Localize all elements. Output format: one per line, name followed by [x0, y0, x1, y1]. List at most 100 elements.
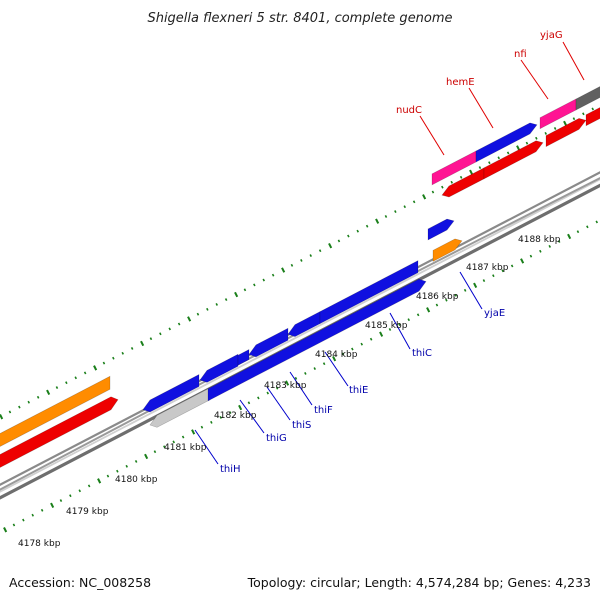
tick-lower — [482, 279, 486, 283]
tick-lower — [492, 274, 495, 278]
scale-ticks — [0, 107, 598, 533]
scale-label: 4184 kbp — [315, 350, 358, 360]
tick-upper — [441, 185, 444, 189]
tick-lower — [435, 303, 439, 307]
tick-upper — [478, 166, 482, 170]
tick-lower — [388, 328, 392, 331]
gene-label-leader — [194, 429, 219, 465]
scale-label: 4182 kbp — [214, 411, 257, 421]
tick-upper — [394, 210, 397, 214]
tick-lower — [398, 323, 401, 327]
tick-upper — [431, 190, 435, 194]
tick-upper — [234, 291, 239, 298]
tick-upper — [375, 218, 380, 224]
tick-upper — [262, 278, 265, 282]
tick-lower — [285, 380, 290, 386]
tick-lower — [153, 450, 157, 454]
scale-label: 4183 kbp — [264, 381, 307, 391]
gene-label-leader — [520, 59, 549, 100]
tick-lower — [266, 391, 269, 395]
tick-lower — [576, 230, 580, 234]
tick-lower — [163, 445, 166, 449]
gene-label-thiF: thiF — [314, 405, 333, 416]
tick-lower — [50, 502, 55, 509]
gene-yjaG — [575, 86, 600, 111]
tick-upper — [535, 136, 538, 140]
gene-red-a — [441, 167, 485, 198]
tick-lower — [116, 469, 119, 473]
tick-lower — [219, 416, 222, 419]
tick-upper — [177, 322, 181, 326]
tick-upper — [46, 389, 51, 396]
tick-upper — [525, 141, 529, 145]
tick-lower — [134, 460, 138, 463]
map-title: Shigella flexneri 5 str. 8401, complete … — [147, 11, 452, 26]
tick-lower — [172, 440, 175, 444]
gene-label-yjaE: yjaE — [484, 308, 505, 319]
tick-lower — [548, 244, 551, 248]
tick-lower — [557, 240, 561, 243]
tick-upper — [140, 340, 145, 347]
gene-reverse-blue — [207, 278, 427, 402]
tick-upper — [253, 283, 256, 287]
tick-upper — [582, 112, 585, 116]
tick-upper — [488, 161, 491, 165]
tick-upper — [328, 242, 333, 249]
tick-lower — [586, 225, 589, 229]
tick-lower — [426, 307, 431, 313]
gene-label-leader — [266, 386, 291, 421]
tick-upper — [8, 410, 12, 414]
tick-lower — [87, 484, 91, 488]
tick-lower — [40, 508, 44, 512]
tick-lower — [228, 411, 232, 415]
gene-red-b — [483, 140, 544, 180]
tick-upper — [469, 169, 474, 176]
tick-lower — [125, 464, 128, 468]
tick-upper — [83, 371, 87, 375]
tick-upper — [112, 356, 115, 360]
gene-thiC — [319, 260, 419, 325]
gene-label-thiS: thiS — [292, 420, 311, 431]
tick-upper — [572, 117, 576, 121]
tick-upper — [65, 381, 68, 385]
tick-lower — [463, 288, 467, 292]
tick-upper — [450, 180, 453, 184]
tick-lower — [257, 396, 260, 400]
tick-upper — [18, 405, 21, 409]
genome-summary-text: Topology: circular; Length: 4,574,284 bp… — [247, 575, 591, 590]
tick-lower — [59, 499, 63, 502]
tick-lower — [416, 313, 420, 317]
tick-upper — [553, 127, 557, 130]
gene-label-hemE: hemE — [446, 77, 475, 88]
tick-upper — [281, 267, 286, 273]
tick-upper — [459, 175, 463, 179]
tick-upper — [93, 365, 98, 371]
tick-lower — [247, 401, 251, 405]
gene-red-c — [545, 118, 587, 148]
tick-upper — [130, 347, 134, 350]
gene-thiG — [199, 353, 239, 383]
tick-lower — [369, 337, 373, 341]
tick-lower — [22, 518, 25, 522]
gene-yjaE-blue — [427, 218, 455, 241]
scale-label: 4178 kbp — [18, 539, 61, 549]
tick-upper — [36, 395, 40, 399]
scale-labels: 4178 kbp 4179 kbp 4180 kbp 4181 kbp 4182 kbp… — [18, 235, 561, 549]
tick-lower — [181, 435, 185, 439]
tick-lower — [510, 264, 514, 268]
gene-thiE — [287, 311, 321, 337]
gene-label-leader — [239, 399, 265, 434]
gene-thiH — [142, 374, 200, 413]
tick-upper — [412, 200, 416, 204]
gene-red-left — [0, 396, 119, 468]
tick-lower — [97, 478, 102, 484]
gene-label-yjaG: yjaG — [540, 30, 563, 41]
tick-lower — [275, 386, 279, 390]
scale-label: 4187 kbp — [466, 263, 509, 273]
tick-upper — [318, 249, 322, 253]
tick-upper — [516, 145, 521, 151]
gene-label-leader — [389, 312, 411, 350]
tick-upper — [563, 120, 568, 127]
tick-lower — [473, 282, 478, 289]
tick-upper — [74, 376, 77, 380]
